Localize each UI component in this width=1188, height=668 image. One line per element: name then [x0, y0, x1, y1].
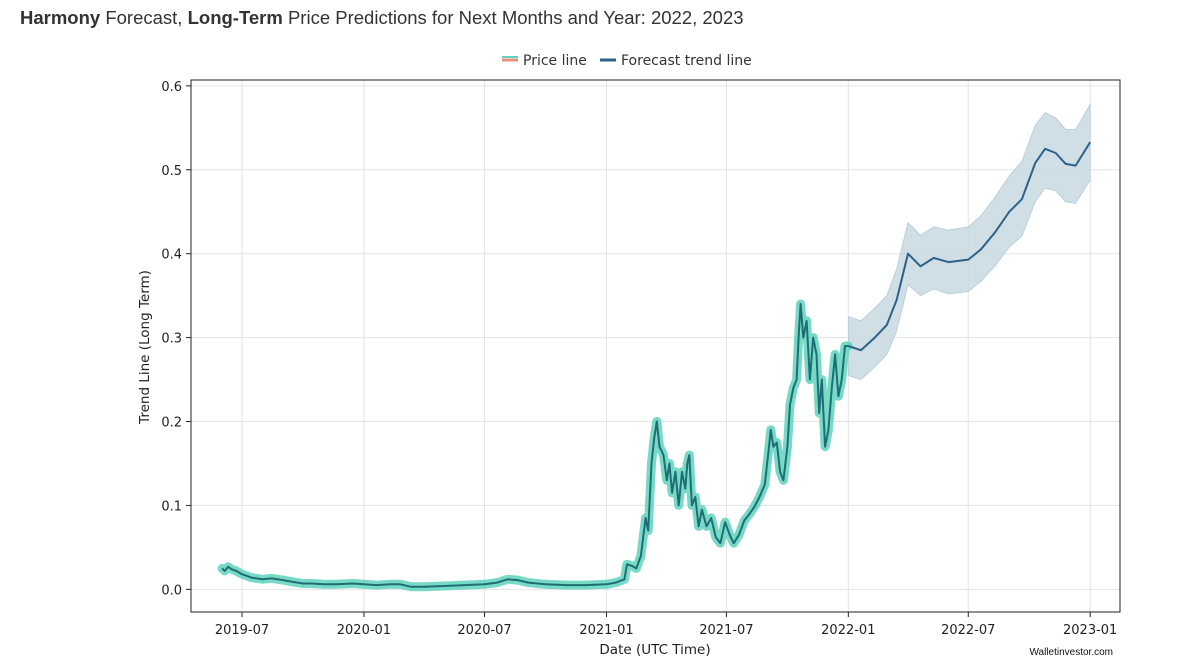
x-axis-label: Date (UTC Time) [599, 642, 710, 658]
legend-forecast-label: Forecast trend line [621, 53, 752, 69]
y-tick-label: 0.3 [161, 332, 182, 347]
x-axis-ticks: 2019-07 2020-01 2020-07 2021-01 2021-07 2022-… [215, 612, 1117, 638]
title-coin: Harmony [20, 7, 101, 28]
y-tick-label: 0.5 [161, 164, 182, 179]
y-tick-label: 0.6 [161, 80, 182, 95]
legend-price-label: Price line [523, 53, 587, 69]
grid [191, 80, 1120, 612]
y-tick-label: 0.1 [161, 499, 182, 514]
y-axis-ticks: 0.0 0.1 0.2 0.3 0.4 0.5 0.6 [161, 80, 191, 598]
price-line-glow [217, 299, 853, 592]
title-text-1: Forecast, [100, 7, 188, 28]
x-tick-label: 2022-01 [821, 623, 875, 638]
site-credit: Walletinvestor.com [1029, 647, 1113, 658]
x-tick-label: 2021-01 [579, 623, 633, 638]
y-axis-label: Trend Line (Long Term) [137, 270, 153, 425]
x-tick-label: 2023-01 [1063, 623, 1117, 638]
plot-frame [190, 79, 1121, 613]
series-lines [217, 141, 1092, 592]
y-tick-label: 0.2 [161, 416, 182, 431]
x-tick-label: 2021-07 [699, 623, 753, 638]
x-tick-label: 2020-01 [337, 623, 391, 638]
legend: Price line Forecast trend line [502, 53, 752, 69]
price-line [221, 303, 849, 588]
x-tick-label: 2019-07 [215, 623, 269, 638]
title-text-2: Price Predictions for Next Months and Ye… [282, 7, 744, 28]
x-tick-label: 2022-07 [941, 623, 995, 638]
y-tick-label: 0.4 [161, 248, 182, 263]
page-title: Harmony Forecast, Long-Term Price Predic… [20, 7, 744, 29]
forecast-band [847, 102, 1091, 381]
title-term: Long-Term [187, 7, 283, 28]
y-tick-label: 0.0 [161, 583, 182, 598]
x-tick-label: 2020-07 [457, 623, 511, 638]
forecast-trend-line [847, 141, 1092, 352]
forecast-confidence-band [847, 102, 1091, 381]
